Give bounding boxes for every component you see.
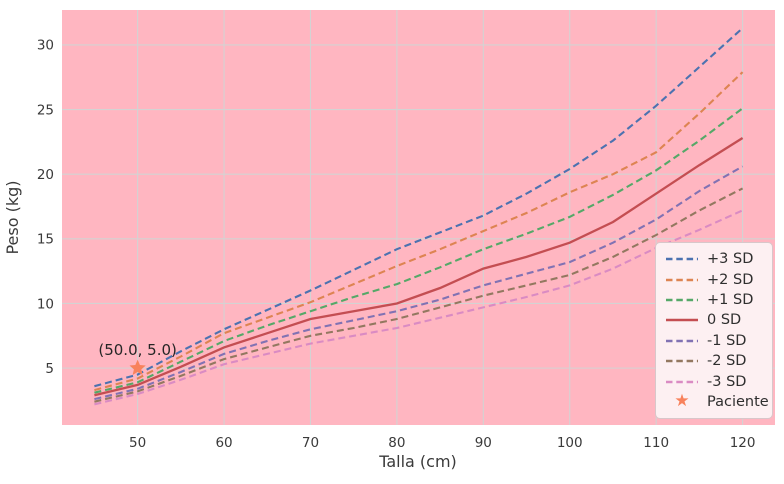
y-tick-label-30: 30: [37, 38, 54, 54]
x-axis-label: Talla (cm): [378, 452, 457, 471]
x-tick-label-100: 100: [557, 435, 583, 451]
y-tick-label-15: 15: [37, 232, 54, 248]
patient-marker: [129, 359, 146, 375]
legend-label: 0 SD: [707, 312, 742, 329]
y-tick-label-20: 20: [37, 167, 54, 183]
legend-label: +3 SD: [707, 251, 754, 268]
x-tick-label-80: 80: [388, 435, 405, 451]
star-icon: ★: [674, 391, 690, 412]
y-tick-label-5: 5: [45, 361, 54, 377]
legend-label: +2 SD: [707, 271, 754, 288]
curve-plus-1-sd: [94, 107, 744, 394]
legend-label: Paciente: [707, 393, 769, 410]
legend-item-minus-2-sd: -2 SD: [666, 351, 762, 371]
legend-label: -2 SD: [707, 353, 747, 370]
line-sample-icon: [666, 297, 698, 303]
x-tick-label-70: 70: [302, 435, 319, 451]
legend-item-plus-3-sd: +3 SD: [666, 249, 762, 269]
y-tick-label-25: 25: [37, 102, 54, 118]
curve-0-sd: [94, 137, 744, 397]
patient-annotation: (50.0, 5.0): [98, 341, 177, 359]
line-sample-icon: [666, 277, 698, 283]
legend-label: -1 SD: [707, 332, 747, 349]
legend-label: -3 SD: [707, 373, 747, 390]
x-tick-label-90: 90: [475, 435, 492, 451]
line-sample-icon: [666, 338, 698, 344]
curve-minus-3-sd: [94, 209, 744, 406]
x-tick-label-60: 60: [215, 435, 232, 451]
legend-item-paciente: ★ Paciente: [666, 391, 768, 412]
legend-item-minus-3-sd: -3 SD: [666, 371, 762, 391]
line-sample-icon: [666, 317, 698, 323]
curve-plus-3-sd: [94, 27, 744, 388]
y-tick-label-10: 10: [37, 296, 54, 312]
x-tick-label-110: 110: [643, 435, 669, 451]
legend-item-minus-1-sd: -1 SD: [666, 331, 762, 351]
curve-plus-2-sd: [94, 71, 744, 392]
legend-item-plus-2-sd: +2 SD: [666, 269, 762, 289]
legend-item-plus-1-sd: +1 SD: [666, 290, 762, 310]
legend-item-0-sd: 0 SD: [666, 310, 762, 330]
legend: +3 SD +2 SD +1 SD 0 SD -1 SD -2 SD -3 SD ★ Pacie…: [655, 242, 773, 420]
line-sample-icon: [666, 256, 698, 262]
line-sample-icon: [666, 358, 698, 364]
x-tick-label-120: 120: [730, 435, 756, 451]
curve-minus-2-sd: [94, 187, 744, 403]
legend-label: +1 SD: [707, 291, 754, 308]
x-tick-label-50: 50: [129, 435, 146, 451]
curve-minus-1-sd: [94, 165, 744, 401]
y-axis-label: Peso (kg): [3, 180, 22, 254]
line-sample-icon: [666, 379, 698, 385]
